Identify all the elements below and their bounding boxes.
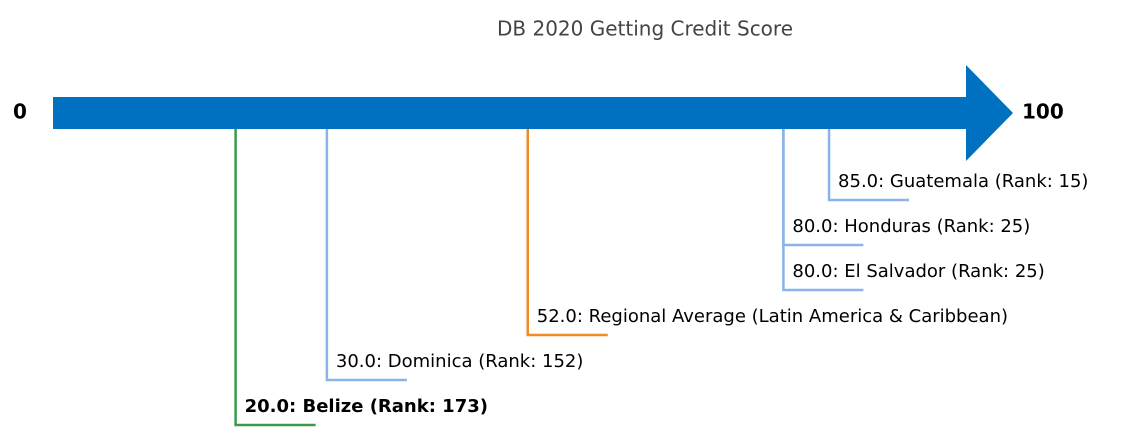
value-label: 20.0: Belize (Rank: 173) xyxy=(245,396,488,417)
chart-title: DB 2020 Getting Credit Score xyxy=(497,17,793,41)
marker-line xyxy=(827,129,910,202)
marker-line xyxy=(782,129,864,292)
tick-label: 100 xyxy=(1022,100,1064,124)
tick-label: 0 xyxy=(13,100,27,124)
value-label: 85.0: Guatemala (Rank: 15) xyxy=(838,171,1088,192)
value-label: 52.0: Regional Average (Latin America & … xyxy=(537,306,1008,327)
value-label: 80.0: El Salvador (Rank: 25) xyxy=(792,261,1044,282)
value-label: 80.0: Honduras (Rank: 25) xyxy=(792,216,1030,237)
arrow xyxy=(53,65,1013,161)
marker-line xyxy=(234,129,316,427)
marker-line xyxy=(325,129,407,382)
marker-line xyxy=(526,129,608,337)
value-label: 30.0: Dominica (Rank: 152) xyxy=(336,351,584,372)
